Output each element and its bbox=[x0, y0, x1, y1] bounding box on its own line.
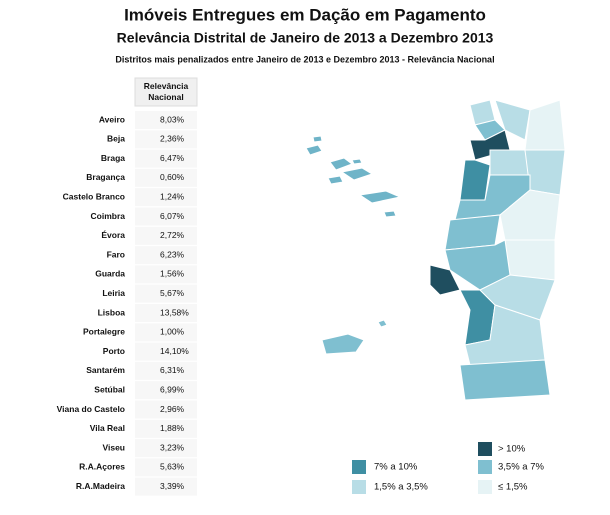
row-label: Coimbra bbox=[91, 211, 126, 221]
row-cell bbox=[135, 400, 197, 419]
legend-swatch bbox=[478, 480, 492, 494]
row-label: Setúbal bbox=[94, 384, 125, 394]
legend-swatch bbox=[478, 442, 492, 456]
row-label: Braga bbox=[101, 153, 125, 163]
row-cell bbox=[135, 477, 197, 496]
row-label: R.A.Madeira bbox=[76, 481, 125, 491]
row-label: Leiria bbox=[102, 288, 125, 298]
row-value: 6,99% bbox=[160, 384, 185, 394]
row-label: Castelo Branco bbox=[63, 191, 125, 201]
row-cell bbox=[135, 439, 197, 458]
row-value: 5,67% bbox=[160, 288, 185, 298]
row-cell bbox=[135, 246, 197, 265]
legend-label: ≤ 1,5% bbox=[498, 482, 528, 493]
mainland bbox=[429, 99, 566, 401]
column-header-box bbox=[134, 77, 198, 107]
row-cell bbox=[135, 111, 197, 129]
row-cell bbox=[135, 226, 197, 245]
row-value: 8,03% bbox=[160, 114, 185, 124]
row-value: 2,96% bbox=[160, 404, 185, 414]
row-label: Vila Real bbox=[90, 423, 125, 433]
legend: > 10% 7% a 10% 3,5% a 7% 1,5% a 3,5% ≤ 1… bbox=[352, 442, 544, 494]
legend-swatch bbox=[478, 460, 492, 474]
row-value: 6,47% bbox=[160, 153, 185, 163]
row-value: 13,58% bbox=[160, 307, 189, 317]
madeira bbox=[321, 319, 388, 355]
row-label: Lisboa bbox=[98, 307, 126, 317]
row-cell bbox=[135, 381, 197, 400]
legend-label: 1,5% a 3,5% bbox=[374, 482, 428, 493]
column-header: Relevância Nacional bbox=[144, 81, 189, 102]
map bbox=[305, 99, 566, 401]
row-label: Viseu bbox=[102, 442, 125, 452]
row-value: 1,56% bbox=[160, 269, 185, 279]
row-value: 3,23% bbox=[160, 442, 185, 452]
row-label: Faro bbox=[107, 249, 125, 259]
table: Aveiro 8,03% Beja 2,36% Braga 6,47% Bragança 0,… bbox=[57, 111, 197, 496]
legend-label: > 10% bbox=[498, 444, 526, 455]
row-label: Santarém bbox=[86, 365, 125, 375]
row-label: Porto bbox=[103, 346, 125, 356]
row-cell bbox=[135, 168, 197, 187]
row-value: 6,07% bbox=[160, 211, 185, 221]
subtitle: Relevância Distrital de Janeiro de 2013 … bbox=[117, 30, 494, 46]
row-value: 5,63% bbox=[160, 462, 185, 472]
row-label: Guarda bbox=[95, 269, 125, 279]
legend-label: 3,5% a 7% bbox=[498, 462, 544, 473]
row-value: 1,24% bbox=[160, 191, 185, 201]
row-cell bbox=[135, 130, 197, 149]
row-cell bbox=[135, 284, 197, 303]
row-cell bbox=[135, 323, 197, 342]
row-cell bbox=[135, 149, 197, 168]
row-value: 2,72% bbox=[160, 230, 185, 240]
legend-label: 7% a 10% bbox=[374, 462, 418, 473]
row-cell bbox=[135, 188, 197, 207]
row-label: Viana do Castelo bbox=[57, 404, 125, 414]
azores bbox=[305, 135, 402, 218]
row-cell bbox=[135, 458, 197, 477]
row-label: Bragança bbox=[86, 172, 125, 182]
row-label: Beja bbox=[107, 134, 125, 144]
row-cell bbox=[135, 342, 197, 361]
legend-swatch bbox=[352, 480, 366, 494]
row-value: 2,36% bbox=[160, 134, 185, 144]
row-label: R.A.Açores bbox=[79, 462, 125, 472]
row-value: 6,31% bbox=[160, 365, 185, 375]
row-cell bbox=[135, 265, 197, 284]
row-cell bbox=[135, 361, 197, 380]
title: Imóveis Entregues em Dação em Pagamento bbox=[124, 5, 486, 24]
row-value: 1,00% bbox=[160, 327, 185, 337]
row-label: Portalegre bbox=[83, 327, 125, 337]
row-value: 1,88% bbox=[160, 423, 185, 433]
row-value: 3,39% bbox=[160, 481, 185, 491]
row-cell bbox=[135, 304, 197, 322]
row-value: 14,10% bbox=[160, 346, 189, 356]
row-label: Aveiro bbox=[99, 114, 125, 124]
row-value: 6,23% bbox=[160, 249, 185, 259]
caption: Distritos mais penalizados entre Janeiro… bbox=[115, 54, 494, 64]
row-cell bbox=[135, 419, 197, 438]
row-label: Évora bbox=[101, 230, 125, 240]
row-value: 0,60% bbox=[160, 172, 185, 182]
row-cell bbox=[135, 207, 197, 226]
legend-swatch bbox=[352, 460, 366, 474]
